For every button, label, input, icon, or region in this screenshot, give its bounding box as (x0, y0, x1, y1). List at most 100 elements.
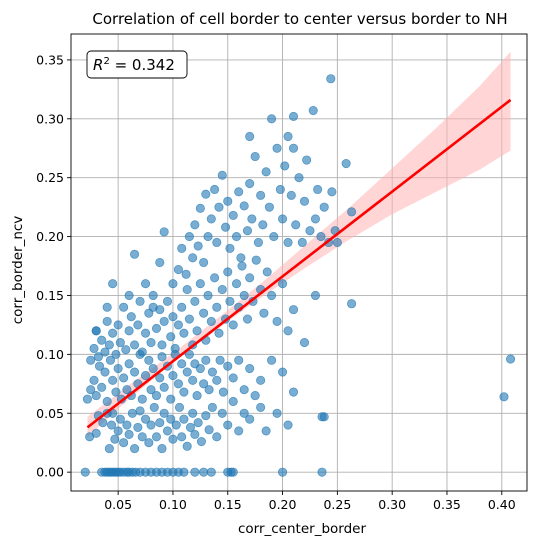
data-point (267, 114, 277, 124)
data-point (157, 444, 167, 454)
data-point (223, 196, 233, 206)
data-point (182, 441, 192, 451)
data-point (137, 347, 147, 357)
data-point (91, 391, 101, 401)
data-point (188, 253, 198, 263)
data-point (146, 385, 156, 395)
data-point (210, 184, 220, 195)
data-point (214, 328, 224, 338)
data-point (124, 290, 134, 301)
data-point (245, 131, 255, 142)
data-point (225, 243, 235, 253)
data-point (98, 418, 108, 428)
data-point (130, 367, 140, 377)
data-point (288, 111, 299, 121)
data-point (308, 106, 318, 116)
data-point (111, 349, 121, 359)
data-point (310, 214, 320, 224)
data-point (159, 408, 169, 418)
data-point (173, 320, 183, 330)
data-point (316, 232, 326, 242)
data-point (278, 467, 288, 477)
data-point (124, 359, 134, 369)
data-point (155, 257, 165, 268)
data-point (177, 359, 187, 369)
data-point (108, 279, 118, 289)
data-point (146, 338, 156, 348)
data-point (130, 340, 140, 350)
x-tick-label: 0.25 (323, 497, 351, 512)
data-point (86, 355, 96, 365)
data-point (86, 385, 96, 395)
data-point (242, 226, 253, 236)
data-point (155, 418, 165, 428)
data-point (258, 220, 268, 230)
data-point (299, 338, 310, 348)
data-point (262, 267, 272, 277)
data-point (203, 290, 213, 301)
data-point (195, 363, 205, 374)
data-point (108, 375, 118, 385)
data-point (159, 316, 169, 326)
data-point (170, 343, 180, 354)
data-point (264, 202, 274, 212)
data-point (119, 302, 129, 312)
data-point (144, 355, 154, 365)
data-point (278, 214, 288, 224)
data-point (242, 314, 253, 324)
data-point (288, 387, 299, 397)
data-point (119, 373, 129, 383)
data-point (174, 402, 185, 412)
data-point (251, 255, 261, 265)
y-tick-label: 0.10 (36, 347, 64, 362)
data-point (234, 187, 244, 197)
axes-frame (70, 33, 528, 492)
x-axis-label: corr_center_border (238, 521, 366, 537)
data-point (305, 226, 315, 236)
data-point (217, 285, 227, 295)
data-point (203, 232, 213, 242)
y-tick-label: 0.25 (36, 170, 64, 185)
data-point (113, 363, 123, 374)
data-point (104, 444, 114, 454)
data-point (177, 432, 187, 442)
data-point (177, 243, 187, 253)
data-point (239, 201, 249, 211)
data-point (207, 367, 217, 377)
data-point (297, 237, 307, 248)
data-point (256, 375, 266, 385)
data-point (190, 429, 200, 440)
data-point (151, 432, 162, 442)
data-point (179, 387, 189, 397)
data-point (184, 314, 194, 324)
x-tick-label: 0.30 (378, 497, 406, 512)
data-point (253, 237, 263, 248)
data-point (190, 296, 200, 306)
data-point (91, 428, 101, 438)
data-point (193, 418, 203, 428)
r-squared-annotation: R2 = 0.342 (86, 50, 188, 79)
data-point (119, 438, 129, 448)
x-tick-label: 0.10 (159, 497, 187, 512)
annotation-prefix: R (93, 56, 103, 74)
data-point (196, 436, 206, 447)
data-point (108, 328, 118, 338)
data-point (135, 296, 145, 306)
data-point (148, 290, 158, 301)
data-point (207, 402, 217, 412)
regression-line-group (86, 98, 512, 429)
data-point (195, 279, 205, 289)
data-point (102, 302, 112, 312)
data-point (168, 312, 178, 322)
data-point (239, 290, 249, 301)
data-point (124, 326, 134, 336)
data-point (280, 161, 290, 171)
data-point (272, 316, 282, 326)
data-point (332, 237, 342, 248)
data-point (122, 420, 132, 430)
data-point (140, 371, 151, 381)
data-point (275, 184, 285, 195)
data-point (93, 352, 103, 362)
data-point (212, 375, 222, 385)
data-point (272, 143, 282, 153)
